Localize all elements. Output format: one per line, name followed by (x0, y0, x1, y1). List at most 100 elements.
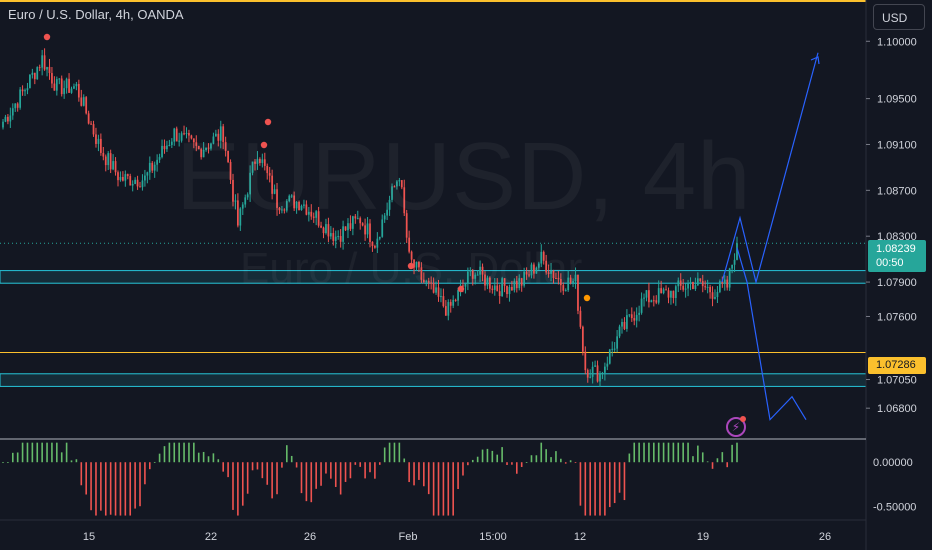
oscillator-bar (261, 462, 264, 479)
candle-body (677, 280, 680, 287)
candle (718, 279, 721, 294)
candle-body (723, 279, 726, 284)
oscillator-bar (628, 453, 631, 463)
candle-body (721, 281, 724, 284)
candle (163, 139, 166, 154)
currency-button[interactable]: USD (873, 4, 925, 30)
candle-body (29, 74, 31, 89)
candle (347, 218, 349, 239)
candle (388, 195, 391, 216)
candle-body (427, 281, 430, 283)
oscillator-bar (320, 462, 322, 486)
candle-body (430, 282, 433, 284)
candle-body (726, 279, 729, 288)
candle-body (508, 286, 511, 295)
candle-body (210, 143, 212, 149)
candle (285, 199, 288, 213)
candle (427, 277, 430, 289)
candle (63, 80, 66, 99)
candle (569, 274, 572, 285)
oscillator-bar (310, 462, 313, 503)
candle-body (464, 283, 467, 287)
candle (665, 285, 667, 291)
candle-body (645, 290, 648, 298)
candle (281, 205, 283, 214)
candle (126, 173, 129, 180)
lightning-icon[interactable]: ⚡ (726, 417, 746, 437)
candle (645, 290, 648, 302)
candle-body (405, 213, 408, 238)
candle (259, 157, 261, 166)
candle (400, 180, 403, 190)
candle-body (339, 236, 342, 242)
candle-body (251, 161, 254, 173)
candle-body (515, 280, 518, 289)
oscillator-bar (266, 462, 269, 485)
time-tick-label-4: 15:00 (479, 531, 507, 543)
candle (114, 157, 117, 176)
candle (158, 153, 161, 163)
candle (327, 217, 330, 243)
time-tick-label-7: 26 (819, 531, 831, 543)
candle-body (217, 133, 220, 141)
oscillator-bar (11, 452, 14, 463)
oscillator-bar (511, 462, 513, 465)
oscillator-bar (398, 442, 401, 463)
candle (537, 261, 540, 270)
candle (109, 149, 112, 174)
oscillator-bar (168, 442, 171, 463)
candle (361, 222, 364, 227)
candle-body (550, 270, 552, 274)
candle-body (410, 251, 413, 260)
candle-body (396, 181, 398, 187)
oscillator-bar (114, 462, 117, 516)
candle-body (599, 373, 601, 382)
candle (540, 244, 543, 268)
candle (506, 285, 508, 298)
candle (112, 154, 114, 171)
candle (271, 169, 274, 200)
candle (415, 261, 418, 271)
candle (268, 167, 271, 183)
candle (77, 79, 80, 102)
candle (117, 170, 119, 187)
candle-body (643, 297, 645, 299)
candle-body (266, 165, 269, 174)
candle-body (562, 285, 565, 291)
candle (714, 289, 716, 300)
candle (73, 83, 75, 90)
candle (731, 264, 733, 274)
candle-body (320, 225, 322, 228)
oscillator-bar (109, 462, 112, 515)
candle-body (202, 149, 205, 158)
candle-body (122, 176, 124, 181)
projection-up-arrowhead (810, 56, 820, 65)
candle (572, 278, 574, 287)
candle (586, 368, 589, 383)
candle (366, 217, 369, 239)
candle (107, 151, 110, 171)
candle-body (418, 262, 420, 268)
price-tick-label-0: 1.10000 (877, 36, 917, 48)
candle-body (596, 365, 599, 382)
price-tick-label-6: 1.07600 (877, 311, 917, 323)
candle-body (577, 274, 579, 311)
oscillator-bar (149, 462, 151, 470)
candle (469, 267, 472, 277)
candle-body (432, 283, 435, 293)
candle (481, 263, 484, 282)
oscillator-bar (432, 462, 435, 516)
oscillator-bar (687, 442, 689, 463)
candle (200, 147, 203, 160)
oscillator-bar (467, 462, 469, 466)
candle (701, 274, 704, 293)
candle-body (14, 103, 17, 109)
candle (283, 208, 286, 214)
candle-body (442, 296, 445, 307)
candle (657, 280, 660, 305)
candle (75, 81, 78, 91)
candle-body (547, 272, 550, 274)
candle (325, 218, 327, 235)
oscillator-bar (516, 462, 518, 474)
